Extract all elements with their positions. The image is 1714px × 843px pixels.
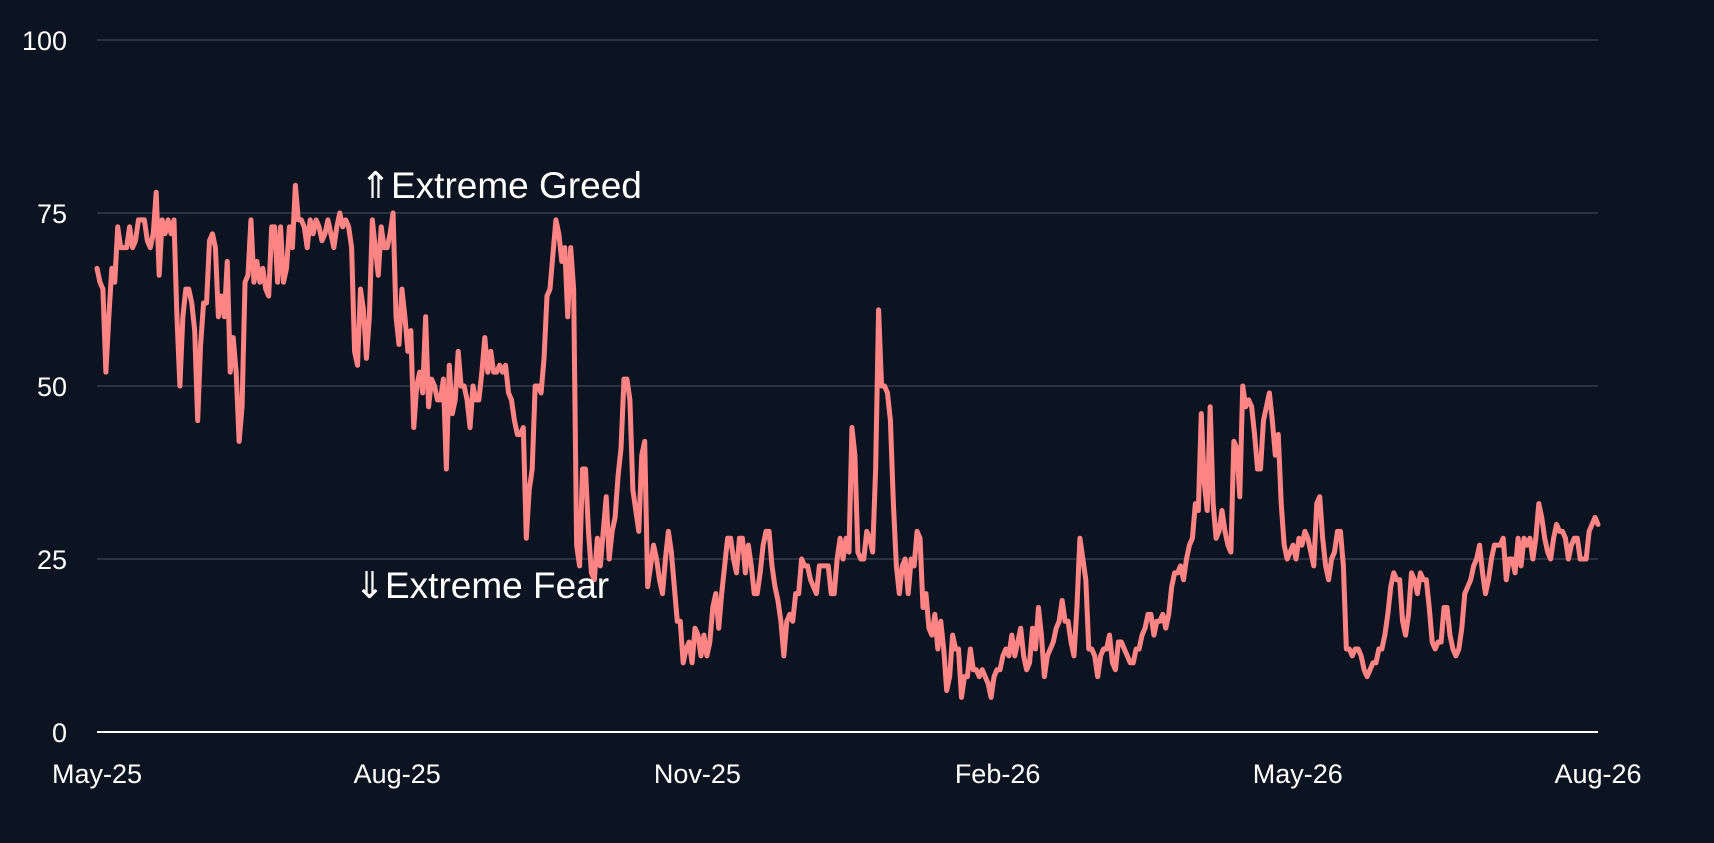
x-tick-label: Aug-25 bbox=[354, 759, 441, 789]
y-tick-label: 100 bbox=[22, 26, 67, 56]
x-tick-label: Feb-26 bbox=[955, 759, 1041, 789]
x-tick-label: Aug-26 bbox=[1554, 759, 1641, 789]
y-tick-label: 0 bbox=[52, 718, 67, 748]
series-line bbox=[94, 182, 1601, 700]
extreme-fear-annotation: ⇓Extreme Fear bbox=[354, 565, 609, 606]
x-tick-label: May-25 bbox=[52, 759, 142, 789]
grid-lines bbox=[97, 39, 1598, 560]
y-tick-label: 75 bbox=[37, 199, 67, 229]
x-axis-ticks: May-25 Aug-25 Nov-25 Feb-26 May-26 Aug-26 bbox=[52, 759, 1642, 789]
x-tick-label: May-26 bbox=[1253, 759, 1343, 789]
y-axis-ticks: 0 25 50 75 100 bbox=[22, 26, 67, 748]
x-tick-label: Nov-25 bbox=[654, 759, 741, 789]
y-tick-label: 25 bbox=[37, 545, 67, 575]
extreme-greed-annotation: ⇑Extreme Greed bbox=[360, 165, 642, 206]
y-tick-label: 50 bbox=[37, 372, 67, 402]
